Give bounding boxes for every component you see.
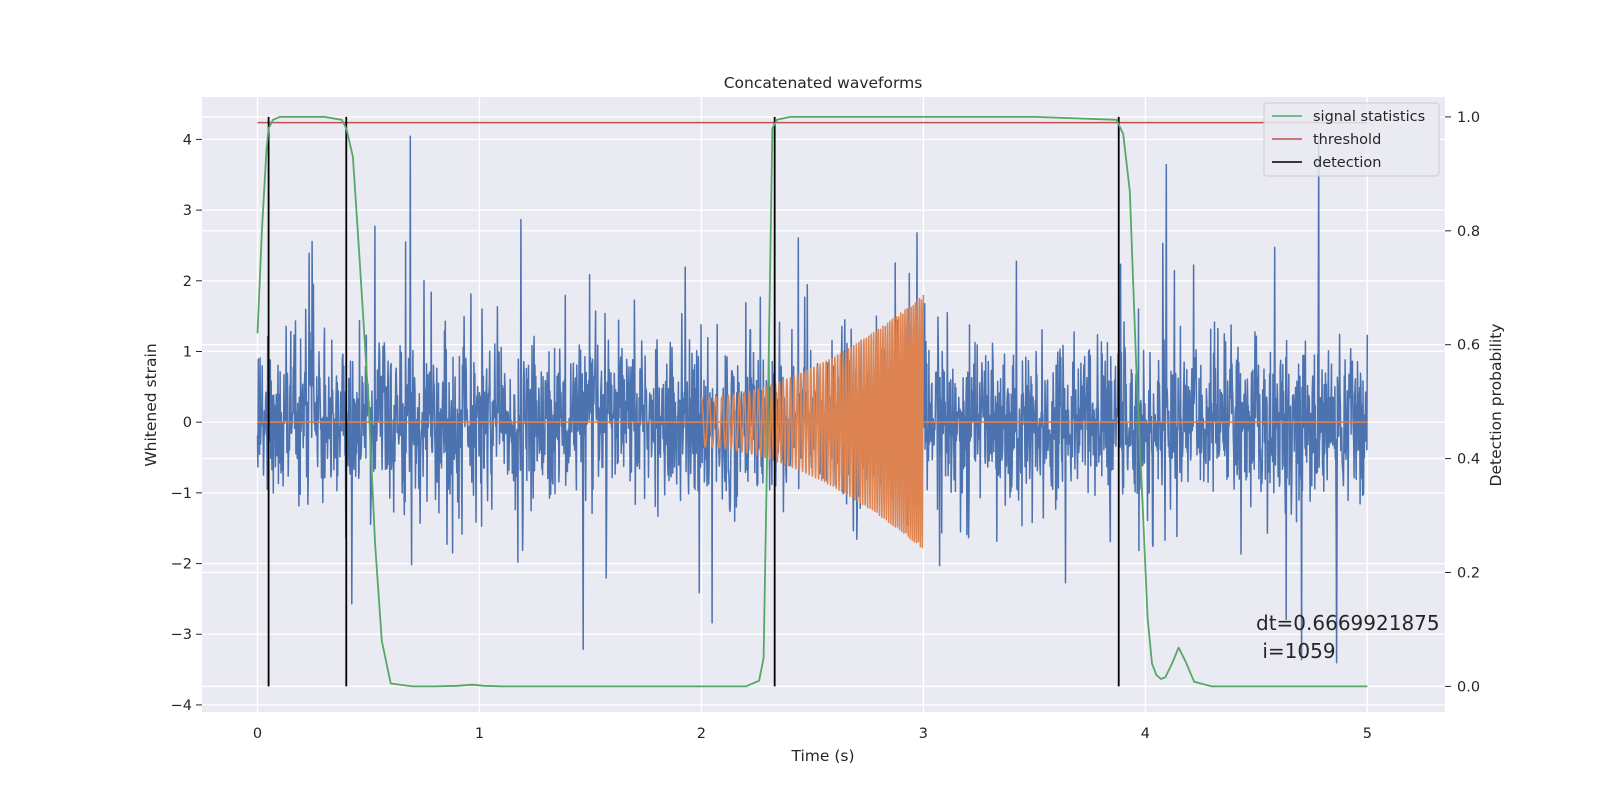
x-ticks: 0 1 2 3 4 5 [253,726,1372,742]
x-tick-label: 5 [1363,726,1372,742]
y-left-tick-label: 1 [183,344,192,360]
y-left-tick-label: 4 [183,132,192,148]
noise-waveform [256,135,1369,664]
legend-label-threshold: threshold [1313,132,1381,148]
y-left-ticks: −4 −3 −2 −1 0 1 2 3 4 [171,132,202,714]
y-right-tick-label: 0.8 [1457,224,1480,240]
x-tick-label: 1 [475,726,484,742]
y-right-tick-label: 0.4 [1457,452,1480,468]
y-left-tick-label: 3 [183,203,192,219]
y-left-tick-label: −2 [171,557,192,573]
legend: signal statistics threshold detection [1263,102,1440,177]
legend-label-signal-statistics: signal statistics [1313,109,1425,125]
y-right-tick-label: 0.2 [1457,565,1480,581]
x-tick-label: 3 [919,726,928,742]
y-right-tick-label: 1.0 [1457,110,1480,126]
y-right-ticks: 0.0 0.2 0.4 0.6 0.8 1.0 [1445,110,1480,695]
y-axis-label-left: Whitened strain [142,343,160,466]
y-right-tick-label: 0.6 [1457,338,1480,354]
x-axis-label: Time (s) [790,747,854,765]
x-tick-label: 4 [1141,726,1150,742]
legend-label-detection: detection [1313,155,1381,171]
chart-title: Concatenated waveforms [724,74,923,92]
chirp-waveform [700,294,925,549]
x-tick-label: 2 [697,726,706,742]
legend-frame [1263,102,1440,177]
y-right-tick-label: 0.0 [1457,679,1480,695]
y-axis-label-right: Detection probability [1487,324,1505,487]
x-tick-label: 0 [253,726,262,742]
series-layer [256,116,1368,688]
signal-statistics-line [256,116,1368,688]
annotation-dt: dt=0.6669921875 [1256,611,1440,635]
y-left-tick-label: 2 [183,274,192,290]
y-left-tick-label: 0 [183,415,192,431]
y-left-tick-label: −4 [171,698,192,714]
y-left-tick-label: −3 [171,627,192,643]
annotation-i: i=1059 [1256,639,1336,663]
y-left-tick-label: −1 [171,486,192,502]
